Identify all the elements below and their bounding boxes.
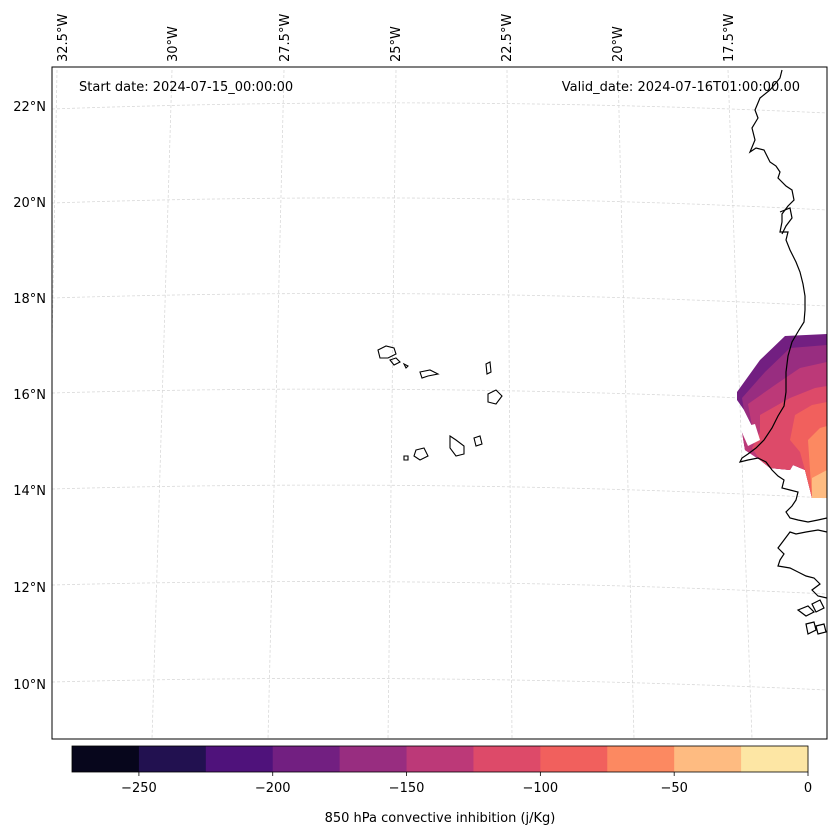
colorbar-tick-label: −50: [660, 781, 687, 796]
colorbar-tick-label: 0: [804, 781, 812, 796]
colorbar-segment: [674, 746, 742, 772]
meridian-30w: [151, 69, 173, 739]
colorbar-tick-label: −100: [523, 781, 559, 796]
lon-label: 32.5°W: [56, 14, 71, 62]
coast-inlet: [779, 207, 793, 235]
meridian-17-5w: [727, 69, 753, 739]
island-maio: [473, 435, 483, 447]
coast-islands-south: [796, 599, 827, 635]
cin-gap-2: [795, 470, 808, 488]
colorbar-segment: [607, 746, 675, 772]
map-border: [51, 66, 828, 740]
colorbar: −250 −200 −150 −100 −50 0 850 hPa convective …: [71, 745, 812, 826]
longitude-labels: 32.5°W 30°W 27.5°W 25°W 22.5°W 20°W 17.5…: [56, 14, 737, 62]
lon-label: 22.5°W: [500, 14, 515, 62]
island-sao-vicente: [389, 357, 401, 366]
cin-gap-1: [740, 424, 760, 446]
lon-label: 30°W: [166, 26, 181, 62]
island-santo-antao: [377, 345, 397, 359]
island-santa-luzia: [402, 362, 409, 369]
meridian-22-5w: [506, 69, 513, 739]
colorbar-segment: [138, 746, 207, 772]
latitude-labels: 22°N 20°N 18°N 16°N 14°N 12°N 10°N: [13, 100, 46, 693]
parallel-20n: [52, 197, 827, 211]
lat-label: 10°N: [13, 678, 46, 693]
coast-south: [777, 529, 827, 599]
start-date-label: Start date: 2024-07-15_00:00:00: [79, 80, 293, 95]
island-brava: [403, 455, 409, 461]
island-fogo: [413, 447, 429, 461]
colorbar-segment: [741, 746, 809, 772]
lat-label: 14°N: [13, 484, 46, 499]
meridian-20w: [617, 69, 635, 739]
colorbar-segment: [272, 746, 341, 772]
colorbar-segment: [473, 746, 541, 772]
lat-label: 22°N: [13, 100, 46, 115]
island-boa-vista: [487, 389, 503, 405]
meridian-32-5w: [52, 69, 58, 372]
parallel-22n: [52, 102, 827, 114]
parallel-10n: [52, 678, 827, 691]
colorbar-border: [71, 745, 809, 773]
parallel-14n: [52, 484, 827, 499]
cin-band-7: [812, 470, 827, 498]
colorbar-segment: [339, 746, 408, 772]
colorbar-tick-label: −200: [255, 781, 291, 796]
colorbar-title: 850 hPa convective inhibition (j/Kg): [325, 811, 556, 826]
parallel-12n: [52, 581, 827, 595]
lon-label: 17.5°W: [722, 14, 737, 62]
island-sal: [485, 361, 492, 375]
parallel-18n: [52, 293, 827, 307]
colorbar-segment: [406, 746, 474, 772]
lat-label: 20°N: [13, 196, 46, 211]
cin-contours: [737, 334, 827, 498]
island-santiago: [449, 434, 465, 457]
cape-verde-islands: [377, 345, 503, 461]
colorbar-segment: [540, 746, 608, 772]
lon-label: 27.5°W: [278, 14, 293, 62]
colorbar-segment: [72, 746, 140, 772]
meridian-27-5w: [267, 69, 285, 739]
island-sao-nicolau: [419, 369, 440, 379]
meridian-25w: [387, 69, 397, 739]
lon-label: 20°W: [611, 26, 626, 62]
graticule: [52, 69, 827, 739]
lat-label: 16°N: [13, 388, 46, 403]
colorbar-tick-label: −250: [121, 781, 157, 796]
colorbar-ticks: −250 −200 −150 −100 −50 0: [121, 772, 812, 796]
colorbar-segments: [72, 746, 809, 772]
coast-main: [738, 69, 827, 523]
african-coastline: [738, 69, 827, 635]
lat-label: 12°N: [13, 581, 46, 596]
colorbar-tick-label: −150: [389, 781, 425, 796]
lat-label: 18°N: [13, 292, 46, 307]
map-area[interactable]: [52, 67, 827, 739]
valid-date-label: Valid_date: 2024-07-16T01:00:00.00: [562, 80, 800, 95]
colorbar-segment: [205, 746, 274, 772]
parallel-16n: [52, 388, 827, 403]
lon-label: 25°W: [389, 26, 404, 62]
